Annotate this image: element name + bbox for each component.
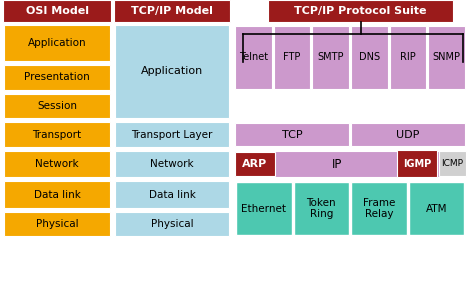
Text: Network: Network xyxy=(35,159,79,169)
Text: Application: Application xyxy=(141,67,203,76)
Bar xyxy=(115,181,229,208)
Text: FTP: FTP xyxy=(283,53,301,62)
Text: TCP: TCP xyxy=(282,130,302,139)
Bar xyxy=(235,123,349,146)
Text: RIP: RIP xyxy=(400,53,416,62)
Bar xyxy=(115,151,229,177)
Text: ARP: ARP xyxy=(243,159,267,169)
Text: Frame
Relay: Frame Relay xyxy=(362,198,395,219)
Text: Transport Layer: Transport Layer xyxy=(131,130,213,139)
Bar xyxy=(439,151,466,176)
Bar xyxy=(428,26,465,89)
Bar xyxy=(4,122,110,147)
Bar xyxy=(397,150,437,177)
Text: SNMP: SNMP xyxy=(433,53,461,62)
Bar xyxy=(4,65,110,90)
Text: Token
Ring: Token Ring xyxy=(306,198,336,219)
Bar xyxy=(3,0,111,22)
Text: SMTP: SMTP xyxy=(317,53,344,62)
Bar xyxy=(4,151,110,177)
Text: Application: Application xyxy=(28,38,86,48)
Text: OSI Model: OSI Model xyxy=(25,6,88,16)
Bar xyxy=(4,25,110,61)
Bar xyxy=(351,182,407,235)
Bar xyxy=(313,26,349,89)
Bar xyxy=(268,0,453,22)
Bar xyxy=(4,94,110,118)
Text: Session: Session xyxy=(37,101,77,111)
Text: ICMP: ICMP xyxy=(441,160,463,169)
Text: Network: Network xyxy=(150,159,194,169)
Bar xyxy=(4,181,110,208)
Text: TCP/IP Protocol Suite: TCP/IP Protocol Suite xyxy=(294,6,427,16)
Bar xyxy=(114,0,230,22)
Bar xyxy=(115,25,229,118)
Text: IP: IP xyxy=(332,157,342,171)
Bar xyxy=(390,26,426,89)
Text: IGMP: IGMP xyxy=(403,159,431,169)
Text: Ethernet: Ethernet xyxy=(241,203,286,214)
Bar xyxy=(351,26,388,89)
Text: Transport: Transport xyxy=(32,130,82,139)
Bar xyxy=(115,122,229,147)
Text: Physical: Physical xyxy=(36,219,78,229)
Text: Physical: Physical xyxy=(151,219,193,229)
Text: DNS: DNS xyxy=(359,53,380,62)
Bar xyxy=(235,26,272,89)
Bar xyxy=(274,26,310,89)
Bar xyxy=(293,182,349,235)
Bar xyxy=(115,212,229,236)
Text: Telnet: Telnet xyxy=(239,53,268,62)
Text: Data link: Data link xyxy=(149,189,196,200)
Text: Presentation: Presentation xyxy=(24,72,90,83)
Text: TCP/IP Model: TCP/IP Model xyxy=(131,6,213,16)
Bar xyxy=(4,212,110,236)
Bar xyxy=(235,152,275,176)
Text: ATM: ATM xyxy=(425,203,447,214)
Bar xyxy=(234,151,466,177)
Bar xyxy=(408,182,464,235)
Bar xyxy=(236,182,291,235)
Text: UDP: UDP xyxy=(396,130,420,139)
Text: Data link: Data link xyxy=(33,189,80,200)
Bar xyxy=(351,123,465,146)
